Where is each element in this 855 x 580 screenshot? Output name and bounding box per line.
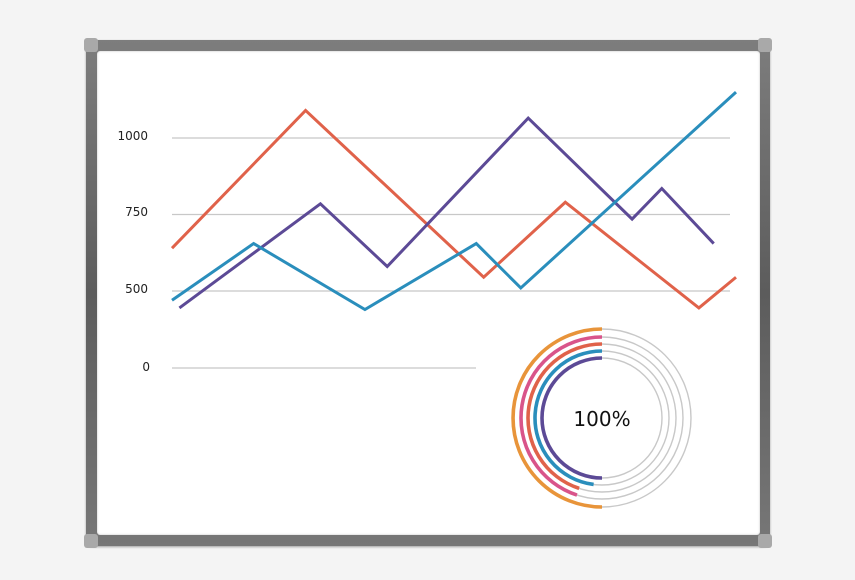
- frame-corner: [84, 534, 98, 548]
- frame-corner: [758, 38, 772, 52]
- ring-arc-orange: [511, 327, 603, 509]
- donut-center-label: 100%: [573, 407, 630, 431]
- ring-arc-blue: [533, 349, 603, 487]
- y-tick-label: 750: [125, 205, 148, 219]
- radial-progress-chart: [511, 327, 692, 509]
- line-series: [170, 90, 738, 312]
- ring-arc-red: [526, 342, 603, 491]
- frame-corner: [84, 38, 98, 52]
- series-line-purple: [178, 115, 715, 310]
- ring-arc-purple: [540, 356, 603, 480]
- series-line-orange: [170, 108, 737, 310]
- y-tick-labels: 1000 750 500 0: [117, 129, 150, 374]
- y-tick-label: 0: [142, 360, 150, 374]
- y-tick-label: 500: [125, 282, 148, 296]
- frame-corner: [758, 534, 772, 548]
- series-line-blue: [171, 90, 738, 312]
- y-tick-label: 1000: [117, 129, 148, 143]
- ring-arc-pink: [519, 335, 603, 497]
